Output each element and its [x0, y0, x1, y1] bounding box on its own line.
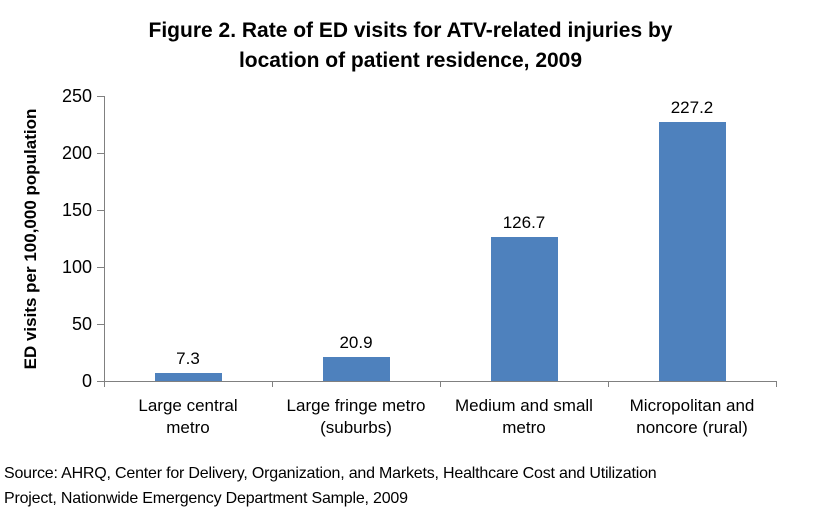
x-tick-mark — [272, 382, 273, 387]
y-tick-mark — [97, 153, 104, 154]
bar — [491, 237, 558, 381]
y-tick-mark — [97, 210, 104, 211]
x-tick-mark — [440, 382, 441, 387]
y-tick-mark — [97, 324, 104, 325]
bar — [155, 373, 222, 381]
y-tick-label: 200 — [61, 143, 92, 163]
y-axis-line — [104, 96, 105, 382]
y-tick-mark — [97, 96, 104, 97]
source-note: Source: AHRQ, Center for Delivery, Organ… — [4, 465, 657, 507]
bar — [323, 357, 390, 381]
x-tick-mark — [104, 382, 105, 387]
x-category-label: Micropolitan and noncore (rural) — [629, 396, 755, 437]
x-category-label: Large fringe metro (suburbs) — [286, 396, 426, 437]
x-tick-mark — [776, 382, 777, 387]
x-tick-mark — [608, 382, 609, 387]
bar — [659, 122, 726, 381]
bar-value-label: 126.7 — [502, 213, 546, 232]
y-tick-label: 150 — [61, 200, 92, 220]
bar-value-label: 227.2 — [670, 98, 714, 117]
y-tick-mark — [97, 267, 104, 268]
y-tick-label: 250 — [61, 86, 92, 106]
bar-value-label: 20.9 — [339, 333, 373, 352]
x-axis-line — [104, 381, 777, 382]
chart-title: Figure 2. Rate of ED visits for ATV-rela… — [148, 19, 673, 72]
x-category-label: Medium and small metro — [455, 396, 593, 437]
y-tick-label: 100 — [61, 257, 92, 277]
bar-value-label: 7.3 — [176, 349, 200, 368]
y-axis-title: ED visits per 100,000 population — [21, 108, 40, 370]
y-tick-mark — [97, 381, 104, 382]
x-category-label: Large central metro — [138, 396, 238, 437]
y-tick-label: 0 — [81, 371, 92, 391]
y-tick-label: 50 — [71, 314, 92, 334]
